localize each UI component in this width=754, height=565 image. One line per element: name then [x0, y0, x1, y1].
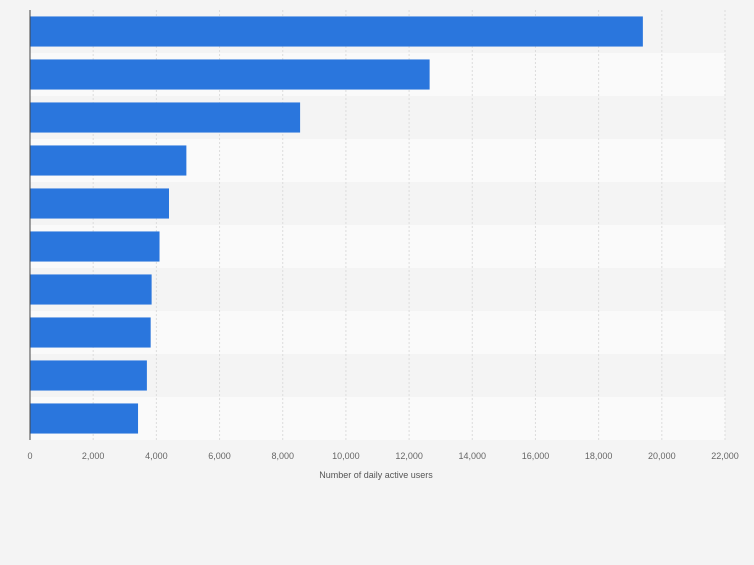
bar	[30, 59, 430, 90]
x-tick-label: 16,000	[522, 451, 550, 461]
x-axis-label: Number of daily active users	[319, 470, 433, 480]
bar	[30, 231, 160, 262]
bar	[30, 188, 169, 219]
x-tick-label: 12,000	[395, 451, 423, 461]
bar	[30, 274, 152, 305]
bar	[30, 16, 643, 47]
x-tick-label: 10,000	[332, 451, 360, 461]
x-tick-label: 6,000	[208, 451, 231, 461]
x-tick-label: 8,000	[271, 451, 294, 461]
x-tick-label: 14,000	[459, 451, 487, 461]
x-tick-label: 0	[27, 451, 32, 461]
bar	[30, 317, 151, 348]
x-tick-label: 20,000	[648, 451, 676, 461]
x-tick-label: 22,000	[711, 451, 739, 461]
x-tick-label: 4,000	[145, 451, 168, 461]
bar	[30, 360, 147, 391]
x-tick-labels: 0 2,000 4,000 6,000 8,000 10,000 12,000 14,000 1…	[27, 451, 738, 461]
x-tick-label: 18,000	[585, 451, 613, 461]
bar	[30, 102, 301, 133]
row-band	[30, 397, 725, 440]
bar	[30, 403, 139, 434]
x-tick-label: 2,000	[82, 451, 105, 461]
bars	[30, 16, 643, 434]
bar	[30, 145, 187, 176]
